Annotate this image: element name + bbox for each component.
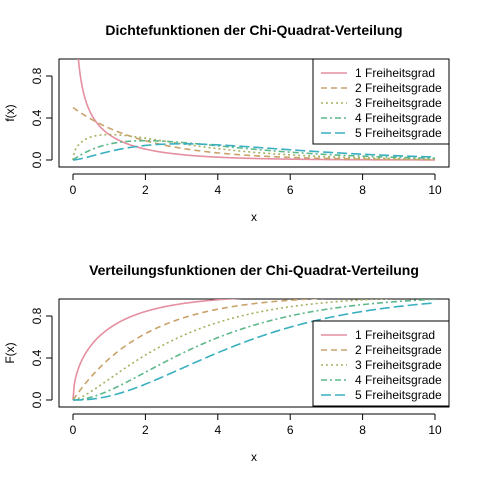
series-line-df4 [72, 299, 436, 401]
y-axis: 0.0 0.4 0.8 [30, 67, 53, 168]
x-tick-label: 10 [428, 183, 442, 197]
density-chart: Dichtefunktionen der Chi-Quadrat-Verteil… [3, 22, 450, 224]
x-tick-label: 6 [287, 183, 294, 197]
y-tick-label: 0.8 [30, 307, 44, 324]
legend-label-df4: 4 Freiheitsgrade [355, 111, 442, 125]
series-line-df5 [73, 302, 436, 401]
x-axis-label: x [251, 450, 257, 464]
series-line-df3 [72, 133, 436, 161]
x-tick-label: 0 [70, 423, 77, 437]
x-tick-label: 0 [70, 183, 77, 197]
y-tick-label: 0.4 [30, 349, 44, 366]
series-line-df3 [72, 299, 396, 401]
legend-label-df1: 1 Freiheitsgrad [355, 66, 435, 80]
x-axis: 0 2 4 6 8 10 [70, 173, 442, 197]
legend-label-df1: 1 Freiheitsgrad [355, 328, 435, 342]
x-tick-label: 4 [214, 423, 221, 437]
legend-label-df3: 3 Freiheitsgrade [355, 358, 442, 372]
x-tick-label: 6 [287, 423, 294, 437]
legend-label-df4: 4 Freiheitsgrade [355, 373, 442, 387]
legend-label-df5: 5 Freiheitsgrade [355, 126, 442, 140]
y-tick-label: 0.0 [30, 391, 44, 408]
y-tick-label: 0.4 [30, 109, 44, 126]
y-axis: 0.0 0.4 0.8 [30, 307, 53, 408]
x-axis: 0 2 4 6 8 10 [70, 413, 442, 437]
cdf-chart: Verteilungsfunktionen der Chi-Quadrat-Ve… [3, 262, 450, 464]
x-tick-label: 8 [359, 423, 366, 437]
y-axis-label: f(x) [3, 104, 17, 121]
legend-label-df2: 2 Freiheitsgrade [355, 81, 442, 95]
x-tick-label: 2 [142, 423, 149, 437]
series-line-df1 [72, 299, 243, 401]
series-line-df2 [72, 299, 326, 401]
series-line-df4 [72, 139, 436, 161]
y-tick-label: 0.0 [30, 151, 44, 168]
x-axis-label: x [251, 210, 257, 224]
legend-label-df2: 2 Freiheitsgrade [355, 343, 442, 357]
x-tick-label: 8 [359, 183, 366, 197]
series-lines [72, 59, 436, 161]
x-tick-label: 4 [214, 183, 221, 197]
legend-label-df5: 5 Freiheitsgrade [355, 388, 442, 402]
chart-title: Verteilungsfunktionen der Chi-Quadrat-Ve… [89, 262, 419, 278]
y-tick-label: 0.8 [30, 67, 44, 84]
chart-title: Dichtefunktionen der Chi-Quadrat-Verteil… [105, 22, 402, 38]
series-lines [72, 299, 436, 401]
x-tick-label: 10 [428, 423, 442, 437]
y-axis-label: F(x) [3, 342, 17, 363]
x-tick-label: 2 [142, 183, 149, 197]
series-line-df2 [72, 106, 436, 161]
legend-label-df3: 3 Freiheitsgrade [355, 96, 442, 110]
series-line-df5 [72, 143, 436, 161]
